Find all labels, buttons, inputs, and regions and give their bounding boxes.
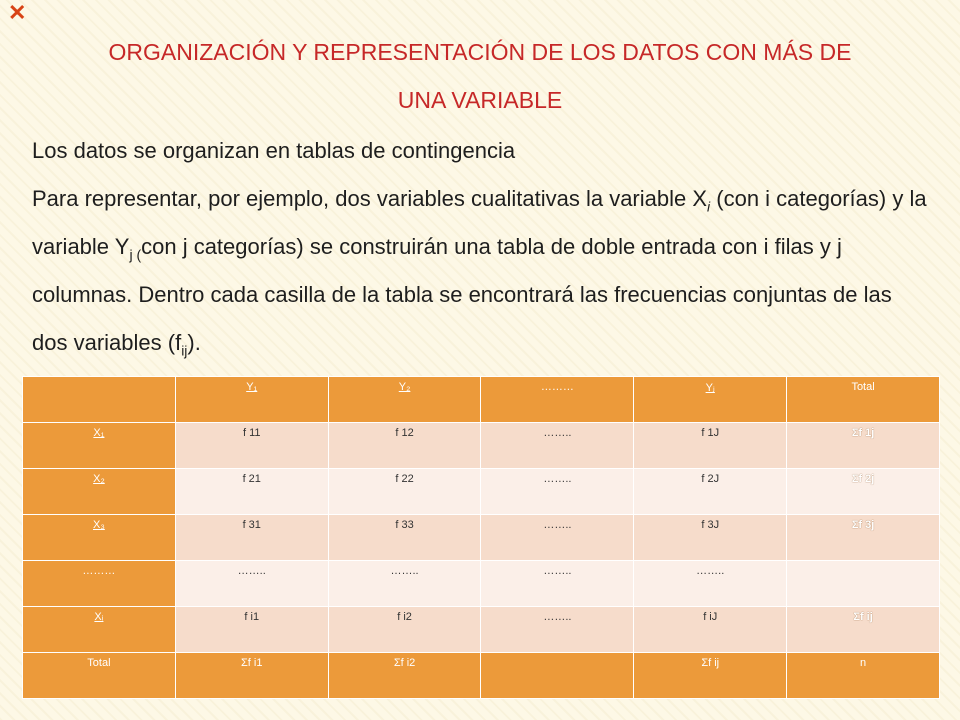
table-header-row: Y₁ Y₂ ……… Yⱼ Total xyxy=(22,376,940,423)
row-sum-cell: Σf ij xyxy=(786,606,940,653)
table-cell: f 2J xyxy=(633,468,788,515)
table-total-row: Total Σf i1 Σf i2 Σf ij n xyxy=(22,652,940,699)
yj-subscript: j ( xyxy=(129,246,142,263)
body-text: Los datos se organizan en tablas de cont… xyxy=(32,127,932,367)
row-label: Xᵢ xyxy=(22,606,176,653)
header-cell: ……… xyxy=(480,376,635,423)
row-label: X₁ xyxy=(22,422,176,469)
title-line-2: UNA VARIABLE xyxy=(397,87,563,113)
row-sum-cell: Σf 1j xyxy=(786,422,940,469)
total-cell: Σf i1 xyxy=(174,652,329,699)
total-cell: Total xyxy=(22,652,176,699)
slide-title: ORGANIZACIÓN Y REPRESENTACIÓN DE LOS DAT… xyxy=(40,28,920,124)
para-part-3: con j categorías) se construirán una tab… xyxy=(32,234,892,355)
table-cell: f 21 xyxy=(174,468,329,515)
table-cell: …….. xyxy=(480,606,635,653)
total-cell: Σf i2 xyxy=(327,652,482,699)
row-sum-cell xyxy=(786,560,940,607)
header-cell: Y₂ xyxy=(327,376,482,423)
para-part-1: Para representar, por ejemplo, dos varia… xyxy=(32,186,708,211)
header-cell xyxy=(22,376,176,423)
table-cell: …….. xyxy=(633,560,788,607)
table-cell: …….. xyxy=(480,468,635,515)
total-cell xyxy=(480,652,635,699)
row-sum-cell: Σf 3j xyxy=(786,514,940,561)
title-line-1: ORGANIZACIÓN Y REPRESENTACIÓN DE LOS DAT… xyxy=(108,39,852,65)
table-cell: f 3J xyxy=(633,514,788,561)
row-label: X₂ xyxy=(22,468,176,515)
table-row: Xᵢ f i1 f i2 …….. f iJ Σf ij xyxy=(22,606,940,653)
para-part-4: ). xyxy=(187,330,201,355)
table-row: X₁ f 11 f 12 …….. f 1J Σf 1j xyxy=(22,422,940,469)
total-cell: n xyxy=(786,652,940,699)
row-sum-cell: Σf 2j xyxy=(786,468,940,515)
table-cell: …….. xyxy=(480,560,635,607)
table-cell: f 1J xyxy=(633,422,788,469)
table-cell: f i2 xyxy=(327,606,482,653)
table-cell: …….. xyxy=(480,422,635,469)
para-part-2: (con i categorías) y la variable Y xyxy=(32,186,927,259)
row-label: X₃ xyxy=(22,514,176,561)
table-row: ……… …….. …….. …….. …….. xyxy=(22,560,940,607)
header-cell: Yⱼ xyxy=(633,376,788,423)
intro-line: Los datos se organizan en tablas de cont… xyxy=(32,138,516,163)
description-paragraph: Para representar, por ejemplo, dos varia… xyxy=(32,175,932,367)
decorative-x-icon: ✕ xyxy=(8,0,27,25)
table-cell: f iJ xyxy=(633,606,788,653)
table-cell: f 31 xyxy=(174,514,329,561)
table-cell: …….. xyxy=(174,560,329,607)
xi-subscript: i xyxy=(707,198,711,215)
table-cell: …….. xyxy=(480,514,635,561)
fij-subscript: ij xyxy=(181,342,188,359)
table-cell: …….. xyxy=(327,560,482,607)
contingency-table: Y₁ Y₂ ……… Yⱼ Total X₁ f 11 f 12 …….. f 1… xyxy=(22,376,940,699)
table-row: X₂ f 21 f 22 …….. f 2J Σf 2j xyxy=(22,468,940,515)
header-cell: Y₁ xyxy=(174,376,329,423)
table-row: X₃ f 31 f 33 …….. f 3J Σf 3j xyxy=(22,514,940,561)
row-label: ……… xyxy=(22,560,176,607)
table-cell: f i1 xyxy=(174,606,329,653)
table-cell: f 33 xyxy=(327,514,482,561)
table-cell: f 22 xyxy=(327,468,482,515)
header-cell: Total xyxy=(786,376,940,423)
total-cell: Σf ij xyxy=(633,652,788,699)
table-cell: f 12 xyxy=(327,422,482,469)
table-cell: f 11 xyxy=(174,422,329,469)
